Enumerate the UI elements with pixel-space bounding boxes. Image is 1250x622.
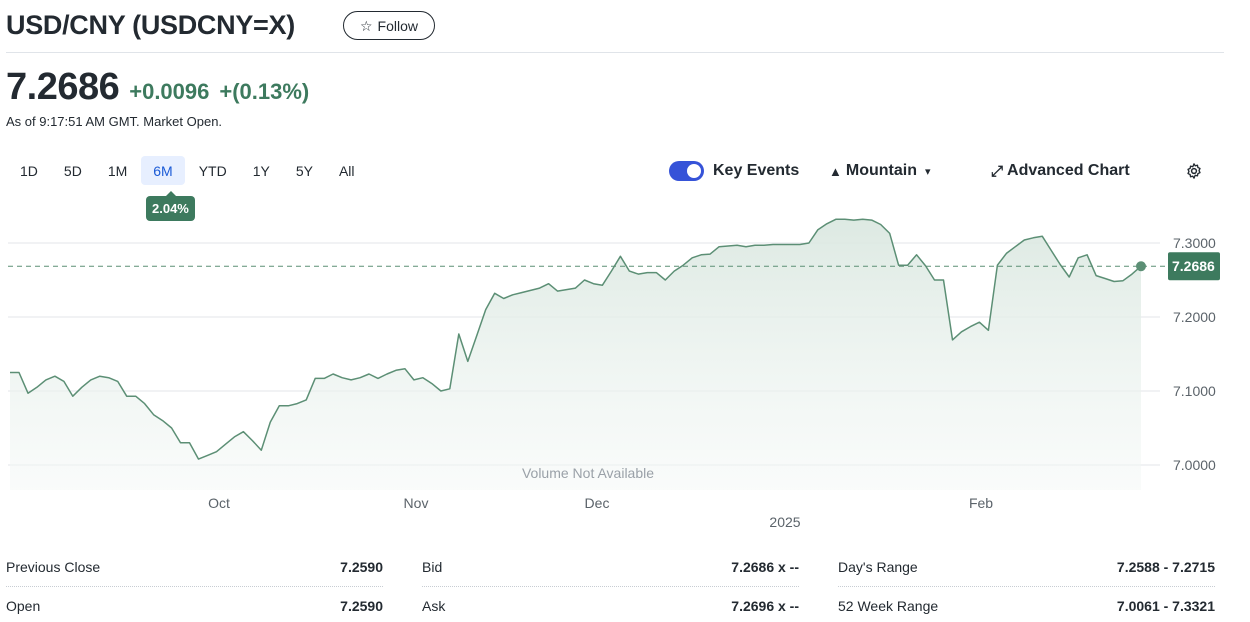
stat-52-week-range: 52 Week Range 7.0061 - 7.3321 [838, 587, 1215, 622]
stat-label: Previous Close [6, 559, 101, 575]
stat-value: 7.2696 x -- [731, 598, 799, 614]
page-title: USD/CNY (USDCNY=X) [6, 10, 295, 40]
follow-button[interactable]: ☆ Follow [343, 11, 435, 40]
stat-label: Open [6, 598, 41, 614]
advanced-chart-button[interactable]: ⤢ Advanced Chart [991, 158, 1130, 184]
range-tab-1y[interactable]: 1Y [252, 162, 270, 179]
range-tab-ytd[interactable]: YTD [198, 162, 227, 179]
current-price: 7.2686 [6, 66, 120, 108]
range-change-badge: 2.04% [146, 191, 195, 221]
chart-type-dropdown[interactable]: ▲ Mountain ▾ [829, 158, 931, 184]
stat-ask: Ask 7.2696 x -- [422, 587, 799, 622]
stat-open: Open 7.2590 [6, 587, 383, 622]
stat-value: 7.2686 x -- [731, 559, 799, 575]
price-chart[interactable]: 7.2686 7.3000 7.2000 7.1000 7.0000 Oct Nov De… [0, 200, 1250, 535]
x-tick-label: Nov [404, 495, 429, 511]
stat-label: Day's Range [838, 559, 918, 575]
stats-column-2: Bid 7.2686 x -- Ask 7.2696 x -- [422, 548, 799, 622]
key-events-label: Key Events [713, 162, 800, 179]
x-tick-label: Oct [208, 495, 230, 511]
stat-value: 7.2590 [340, 559, 383, 575]
x-tick-label: Dec [585, 495, 610, 511]
range-tab-5y[interactable]: 5Y [295, 162, 313, 179]
stats-column-1: Previous Close 7.2590 Open 7.2590 [6, 548, 383, 622]
quote-header: USD/CNY (USDCNY=X) ☆ Follow [6, 6, 1224, 53]
stats-column-3: Day's Range 7.2588 - 7.2715 52 Week Rang… [838, 548, 1215, 622]
stat-value: 7.2590 [340, 598, 383, 614]
market-timestamp: As of 9:17:51 AM GMT. Market Open. [6, 114, 223, 129]
stat-value: 7.0061 - 7.3321 [1116, 598, 1215, 614]
range-tab-1m[interactable]: 1M [107, 162, 128, 179]
no-volume-label: Volume Not Available [522, 465, 654, 481]
x-tick-label: Feb [969, 495, 993, 511]
star-outline-icon: ☆ [359, 17, 373, 34]
y-tick-label: 7.0000 [1173, 457, 1216, 473]
range-tab-5d[interactable]: 5D [63, 162, 82, 179]
key-events-toggle[interactable]: Key Events [669, 158, 799, 184]
stat-bid: Bid 7.2686 x -- [422, 548, 799, 587]
mountain-icon: ▲ [829, 163, 842, 179]
price-area [10, 219, 1141, 491]
stat-label: Ask [422, 598, 446, 614]
stat-value: 7.2588 - 7.2715 [1116, 559, 1215, 575]
price-row: 7.2686 +0.0096 +(0.13%) [6, 66, 309, 109]
y-tick-label: 7.3000 [1173, 235, 1216, 251]
gear-icon [1187, 163, 1201, 179]
chevron-down-icon: ▾ [924, 165, 931, 178]
chart-type-label: Mountain [845, 162, 917, 179]
stat-label: 52 Week Range [838, 598, 939, 614]
stat-label: Bid [422, 559, 443, 575]
last-price-text: 7.2686 [1172, 258, 1215, 274]
advanced-chart-label: Advanced Chart [1007, 162, 1130, 179]
range-tab-1d[interactable]: 1D [20, 162, 38, 179]
price-change-percent: +(0.13%) [219, 79, 310, 104]
last-price-dot [1136, 261, 1146, 272]
price-change: +0.0096 [129, 79, 210, 104]
expand-icon: ⤢ [991, 162, 1004, 180]
y-tick-label: 7.1000 [1173, 383, 1216, 399]
follow-label: Follow [377, 17, 419, 34]
year-label: 2025 [769, 514, 800, 530]
y-tick-label: 7.2000 [1173, 309, 1216, 325]
range-tab-6m[interactable]: 6M [141, 156, 185, 185]
range-selector: 1D 5D 1M 6M YTD 1Y 5Y All [8, 156, 369, 185]
toggle-switch[interactable] [669, 161, 704, 181]
price-line [10, 218, 1142, 460]
stat-days-range: Day's Range 7.2588 - 7.2715 [838, 548, 1215, 587]
chart-settings-button[interactable] [1185, 158, 1203, 184]
stat-previous-close: Previous Close 7.2590 [6, 548, 383, 587]
range-tab-all[interactable]: All [338, 162, 355, 179]
last-price-label: 7.2686 [1168, 252, 1220, 281]
